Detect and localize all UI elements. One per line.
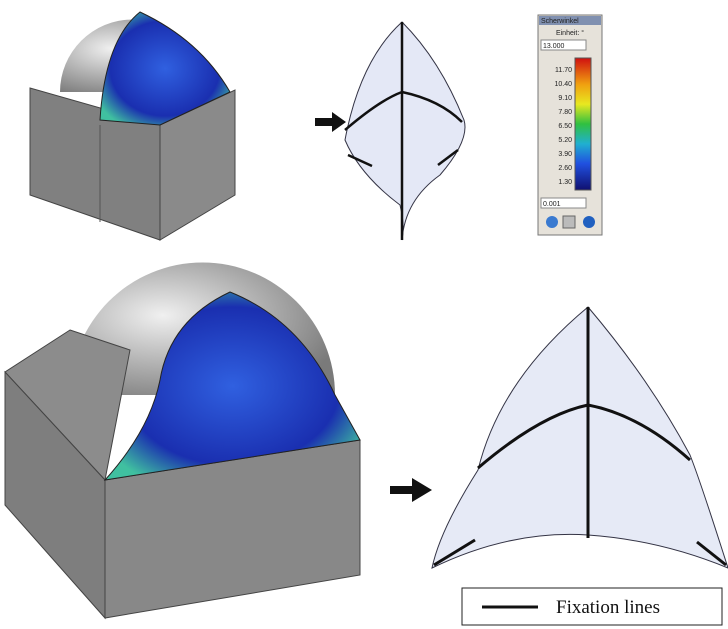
- legend: Fixation lines: [462, 588, 722, 625]
- button-icon[interactable]: [583, 216, 595, 228]
- petal-outline: [432, 307, 728, 568]
- arrow: [390, 478, 432, 502]
- scale-label: 1.30: [558, 179, 572, 186]
- scale-label: 3.90: [558, 151, 572, 158]
- scale-label: 5.20: [558, 137, 572, 144]
- min-value: 0.001: [543, 201, 561, 208]
- petal-large: [432, 307, 728, 568]
- scale-label: 2.60: [558, 165, 572, 172]
- scale-label: 10.40: [554, 81, 572, 88]
- scale-label: 6.50: [558, 123, 572, 130]
- arrow: [315, 112, 346, 132]
- scale-label: 7.80: [558, 109, 572, 116]
- petal-outline: [345, 22, 465, 240]
- figure: Scherwinkel Einheit: ° 13.000 11.70 10.40…: [0, 0, 728, 629]
- model-small: [30, 12, 235, 240]
- scale-label: 11.70: [555, 67, 572, 74]
- button-icon[interactable]: [546, 216, 558, 228]
- max-value: 13.000: [543, 43, 565, 50]
- color-scale: [575, 58, 591, 190]
- model-large: [5, 263, 360, 619]
- legend-label: Fixation lines: [556, 597, 660, 618]
- petal-small: [345, 22, 465, 240]
- button-icon[interactable]: [563, 216, 575, 228]
- scale-label: 9.10: [558, 95, 572, 102]
- window-title: Scherwinkel: [541, 18, 579, 25]
- colorbar-window: Scherwinkel Einheit: ° 13.000 11.70 10.40…: [538, 15, 602, 235]
- unit: Einheit: °: [556, 29, 584, 37]
